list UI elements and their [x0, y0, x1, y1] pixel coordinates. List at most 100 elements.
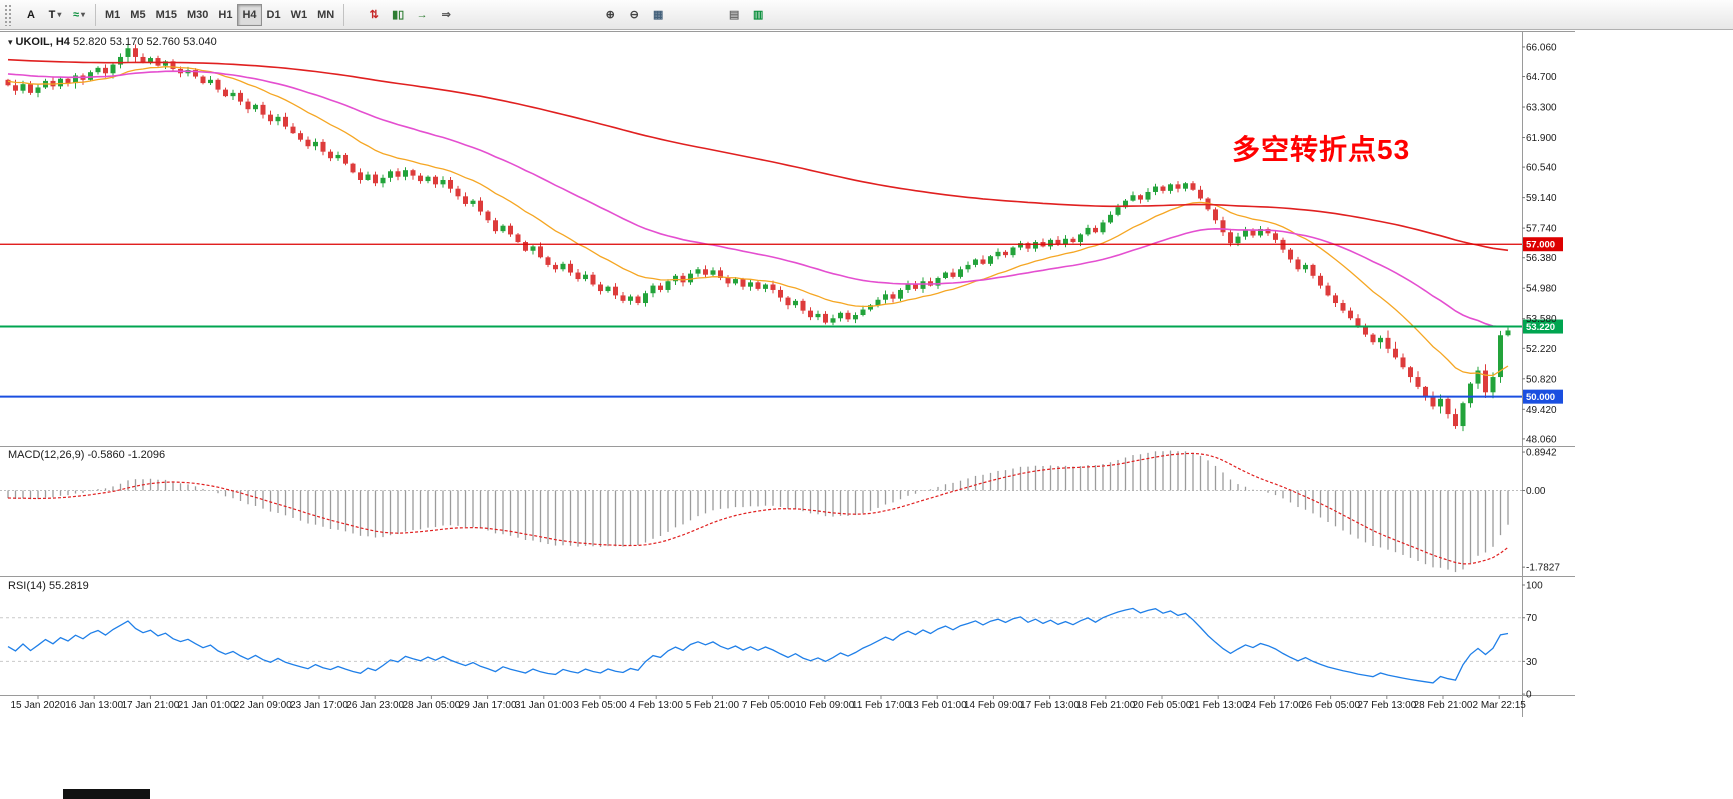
candle: [103, 67, 108, 74]
auto-scroll-button[interactable]: →: [410, 4, 434, 26]
hline-50.000[interactable]: 50.000: [0, 389, 1563, 404]
timeframe-button-h4[interactable]: H4: [237, 3, 262, 26]
candle: [590, 274, 596, 285]
hline-57.000[interactable]: 57.000: [0, 237, 1563, 252]
macd-axis[interactable]: 0.8942 0.00 -1.7827: [1522, 448, 1560, 574]
indicators-list[interactable]: ≈ ▾: [67, 4, 91, 26]
data-window-button[interactable]: ▥: [746, 4, 770, 26]
rsi-indicator-label: RSI(14) 55.2819: [8, 580, 89, 592]
candle: [125, 48, 131, 57]
text-label-tool[interactable]: A: [19, 4, 43, 26]
hline-53.220[interactable]: 53.220: [0, 319, 1563, 334]
price-axis-label: 50.820: [1526, 374, 1557, 385]
price-axis-label: 54.980: [1526, 284, 1557, 295]
candle: [1288, 249, 1293, 260]
candle: [703, 269, 708, 275]
candle: [763, 284, 768, 289]
ma-medium: [7, 70, 1509, 328]
candle: [335, 154, 341, 159]
tile-windows-button[interactable]: ▦: [646, 4, 670, 26]
macd-axis-label: 0.00: [1526, 486, 1546, 497]
bottom-black-strip: [63, 789, 150, 799]
candle: [455, 188, 461, 197]
timeframe-button-m5[interactable]: M5: [125, 4, 150, 26]
candle: [35, 87, 41, 93]
candle: [73, 75, 78, 84]
candle: [845, 312, 851, 320]
pane-borders: [0, 31, 1575, 717]
timeframe-label: M15: [155, 8, 177, 21]
data-window-button-icon: ▥: [752, 9, 764, 21]
candle: [785, 297, 791, 306]
candle: [1400, 357, 1406, 368]
timeframe-label: W1: [290, 8, 308, 21]
drawing-tools[interactable]: T ▾: [43, 4, 67, 26]
candle: [1475, 370, 1481, 384]
candle: [1153, 186, 1158, 192]
candle: [1445, 398, 1451, 415]
candle: [403, 170, 408, 177]
timeframe-button-m30[interactable]: M30: [182, 4, 213, 26]
candle: [365, 174, 371, 180]
timeframe-button-mn[interactable]: MN: [312, 4, 339, 26]
candle: [230, 92, 236, 97]
chart-title: ▾ UKOIL, H4 52.820 53.170 52.760 53.040: [8, 36, 217, 48]
candle: [1085, 227, 1091, 235]
candle: [988, 256, 993, 264]
ma-medium-line: [7, 70, 1509, 328]
text-label-tool-icon: A: [27, 8, 35, 21]
candle: [1175, 184, 1181, 189]
price-tag: [1523, 319, 1563, 334]
candle: [290, 126, 296, 134]
timeframe-button-m15[interactable]: M15: [151, 4, 182, 26]
rsi-axis[interactable]: 100 70 30 0: [1522, 581, 1543, 701]
time-axis-label: 10 Feb 09:00: [795, 700, 854, 711]
chart-shift-button-icon: ⇒: [441, 9, 451, 21]
price-axis[interactable]: 66.060 64.700 63.300 61.900 60.540 59.140 57.7…: [1522, 42, 1557, 445]
chart-dropdown-icon[interactable]: ▾: [8, 37, 13, 47]
candlestick-chart-button[interactable]: ▮▯: [386, 4, 410, 26]
candle: [1258, 228, 1263, 236]
candle: [1505, 330, 1511, 336]
timeframe-button-w1[interactable]: W1: [286, 4, 313, 26]
candle: [1415, 377, 1421, 387]
time-axis-label: 5 Feb 21:00: [686, 700, 740, 711]
candle: [1468, 383, 1473, 404]
candle: [815, 313, 821, 318]
toolbar-drag-handle[interactable]: [4, 3, 13, 26]
drawing-tools-icon: T: [48, 8, 56, 21]
timeframe-button-h1[interactable]: H1: [213, 4, 237, 26]
candle: [1033, 242, 1038, 249]
candle: [1010, 247, 1016, 256]
candle: [950, 272, 956, 277]
zoom-in-button[interactable]: ⊕: [598, 4, 622, 26]
candle: [995, 251, 1001, 257]
candle: [1138, 195, 1143, 200]
price-axis-label: 49.420: [1526, 405, 1557, 416]
zoom-out-button[interactable]: ⊖: [622, 4, 646, 26]
time-axis-label: 2 Mar 22:15: [1473, 700, 1527, 711]
timeframe-button-m1[interactable]: M1: [100, 4, 125, 26]
chevron-down-icon: ▾: [81, 10, 86, 19]
new-order-button[interactable]: ⇅: [362, 4, 386, 26]
chart-shift-button[interactable]: ⇒: [434, 4, 458, 26]
candle: [553, 264, 558, 270]
candle: [1213, 209, 1218, 221]
time-axis-label: 28 Jan 05:00: [402, 700, 460, 711]
candle: [980, 259, 986, 264]
price-axis-label: 56.380: [1526, 253, 1557, 264]
timeframe-button-d1[interactable]: D1: [262, 4, 286, 26]
candle: [1490, 377, 1496, 393]
price-tag-label: 53.220: [1526, 322, 1555, 333]
objects-list-button[interactable]: ▤: [722, 4, 746, 26]
candle: [253, 104, 258, 110]
ma-slow: [7, 58, 1509, 252]
toolbar-action-subgroup: ⊕ ⊖ ▦: [598, 4, 670, 26]
candle: [1340, 303, 1346, 311]
price-axis-label: 61.900: [1526, 133, 1557, 144]
candle: [1378, 337, 1383, 343]
time-axis-label: 31 Jan 01:00: [515, 700, 573, 711]
timeframe-label: H4: [242, 8, 257, 21]
